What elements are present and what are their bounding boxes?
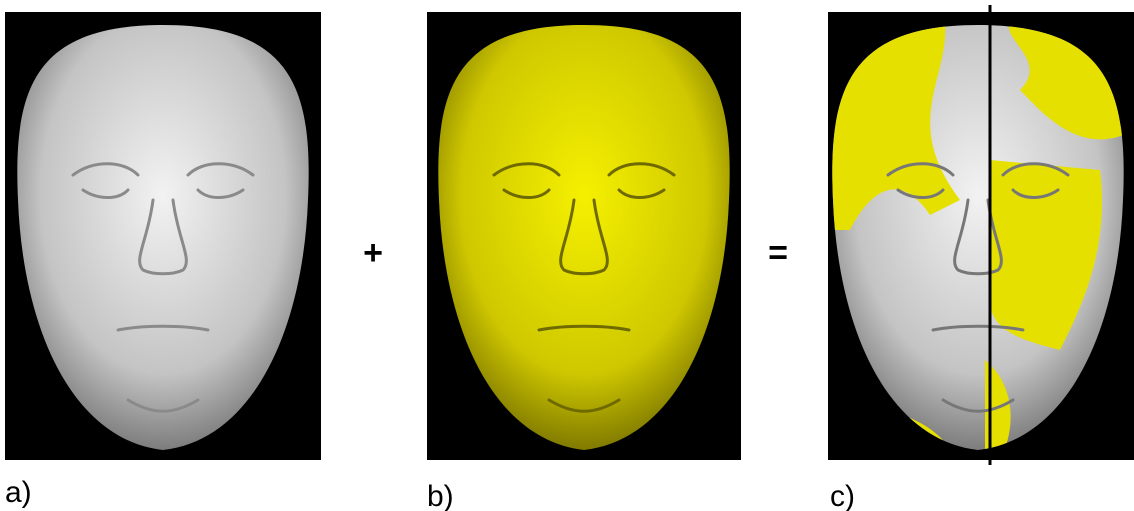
plus-operator: + bbox=[363, 234, 383, 272]
panel-c bbox=[828, 5, 1134, 465]
panel-b bbox=[427, 12, 741, 460]
panel-a bbox=[5, 12, 321, 460]
panel-label: a) bbox=[5, 476, 32, 509]
figure: + = a) b) c) bbox=[0, 0, 1134, 511]
panel-label: c) bbox=[830, 480, 855, 511]
panel-label: b) bbox=[427, 480, 454, 511]
equals-operator: = bbox=[768, 234, 788, 272]
